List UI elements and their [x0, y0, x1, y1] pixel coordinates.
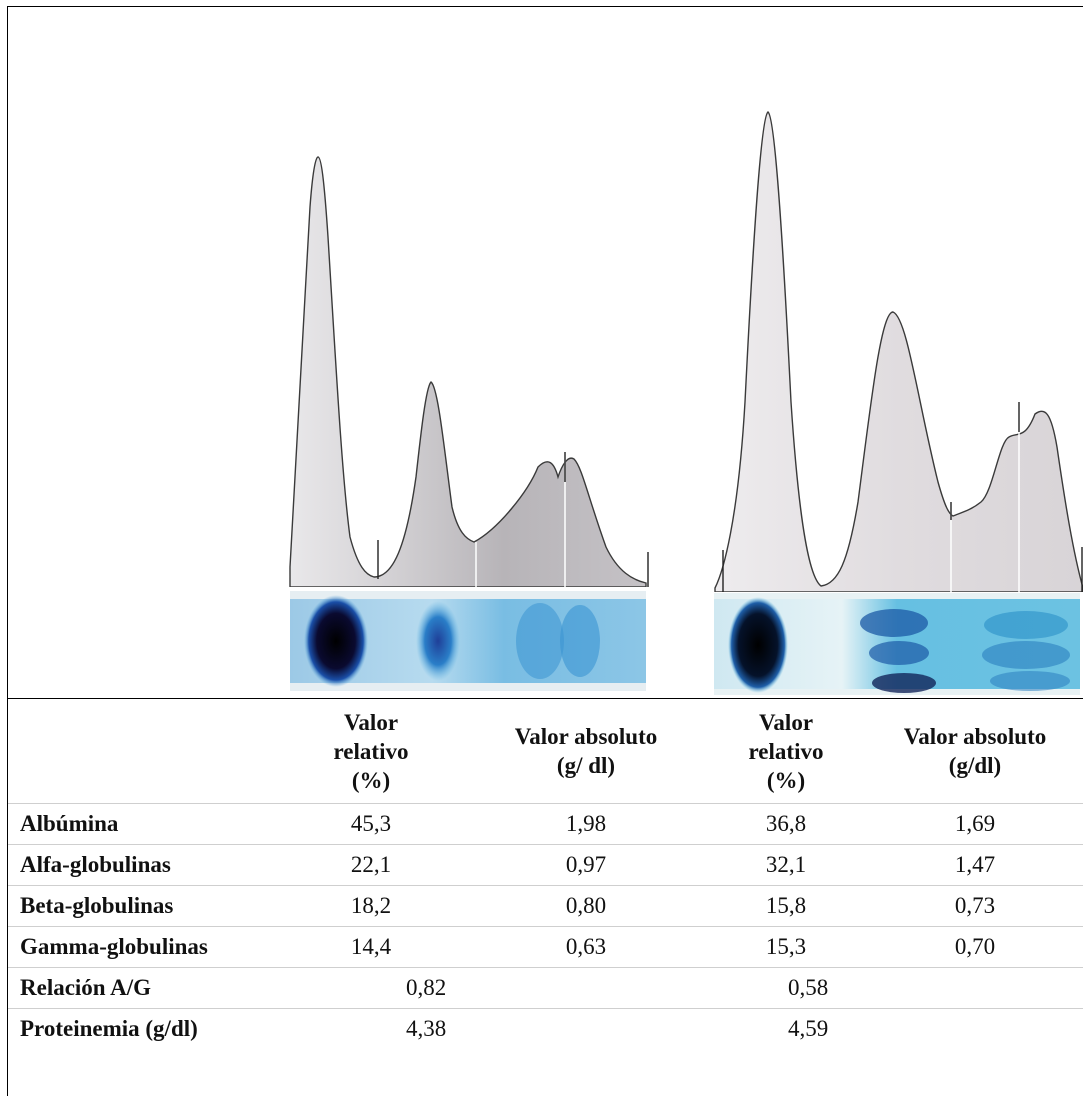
table-row: Beta-globulinas 18,2 0,80 15,8 0,73 — [8, 885, 1083, 927]
header-absolute-left: Valor absoluto (g/ dl) — [514, 724, 658, 778]
cell: 0,80 — [466, 885, 706, 927]
electrophoresis-figure — [8, 7, 1083, 699]
row-label: Albúmina — [8, 803, 276, 845]
electrophoresis-strip-right — [714, 593, 1080, 695]
row-label: Beta-globulinas — [8, 885, 276, 927]
cell: 4,59 — [706, 1008, 1083, 1049]
summary-row: Relación A/G 0,82 0,58 — [8, 967, 1083, 1009]
cell: 4,38 — [276, 1008, 706, 1049]
cell: 36,8 — [706, 803, 866, 845]
densitogram-left-trace — [289, 156, 647, 587]
summary-row: Proteinemia (g/dl) 4,38 4,59 — [8, 1008, 1083, 1049]
row-label: Proteinemia (g/dl) — [8, 1008, 276, 1049]
cell: 15,8 — [706, 885, 866, 927]
row-label: Gamma-globulinas — [8, 926, 276, 968]
cell: 0,63 — [466, 926, 706, 968]
cell: 45,3 — [276, 803, 466, 845]
gamma-band — [560, 605, 600, 677]
gamma-band — [984, 611, 1068, 639]
alpha-band — [872, 673, 936, 693]
cell: 32,1 — [706, 844, 866, 886]
header-absolute-right: Valor absoluto (g/dl) — [903, 724, 1047, 778]
protein-electrophoresis-table: Valor relativo (%) Valor absoluto (g/ dl… — [8, 699, 1083, 1049]
densitogram-right-trace — [714, 111, 1083, 592]
cell: 1,69 — [866, 803, 1083, 845]
cell: 22,1 — [276, 844, 466, 886]
gamma-band — [990, 671, 1070, 691]
beta-band — [516, 603, 564, 679]
table-row: Gamma-globulinas 14,4 0,63 15,3 0,70 — [8, 926, 1083, 968]
cell: 1,47 — [866, 844, 1083, 886]
cell: 0,73 — [866, 885, 1083, 927]
alpha-band — [416, 601, 460, 681]
cell: 14,4 — [276, 926, 466, 968]
cell: 15,3 — [706, 926, 866, 968]
cell: 18,2 — [276, 885, 466, 927]
table-row: Albúmina 45,3 1,98 36,8 1,69 — [8, 803, 1083, 845]
header-empty — [8, 699, 276, 804]
alpha-band — [860, 609, 928, 637]
table-row: Alfa-globulinas 22,1 0,97 32,1 1,47 — [8, 844, 1083, 886]
row-label: Alfa-globulinas — [8, 844, 276, 886]
alpha-band — [869, 641, 929, 665]
cell: 0,58 — [706, 967, 1083, 1009]
figure-table-frame: Valor relativo (%) Valor absoluto (g/ dl… — [7, 6, 1083, 1096]
albumin-band — [728, 597, 788, 693]
densitogram-right — [714, 111, 1083, 592]
table-header-row: Valor relativo (%) Valor absoluto (g/ dl… — [8, 699, 1083, 804]
row-label: Relación A/G — [8, 967, 276, 1009]
albumin-band — [304, 595, 368, 687]
cell: 0,82 — [276, 967, 706, 1009]
cell: 0,97 — [466, 844, 706, 886]
cell: 1,98 — [466, 803, 706, 845]
densitogram-left — [289, 156, 649, 587]
gamma-band — [982, 641, 1070, 669]
header-relative-right: Valor relativo (%) — [748, 709, 824, 793]
electrophoresis-strip-left — [290, 591, 646, 691]
cell: 0,70 — [866, 926, 1083, 968]
header-relative-left: Valor relativo (%) — [333, 709, 409, 793]
